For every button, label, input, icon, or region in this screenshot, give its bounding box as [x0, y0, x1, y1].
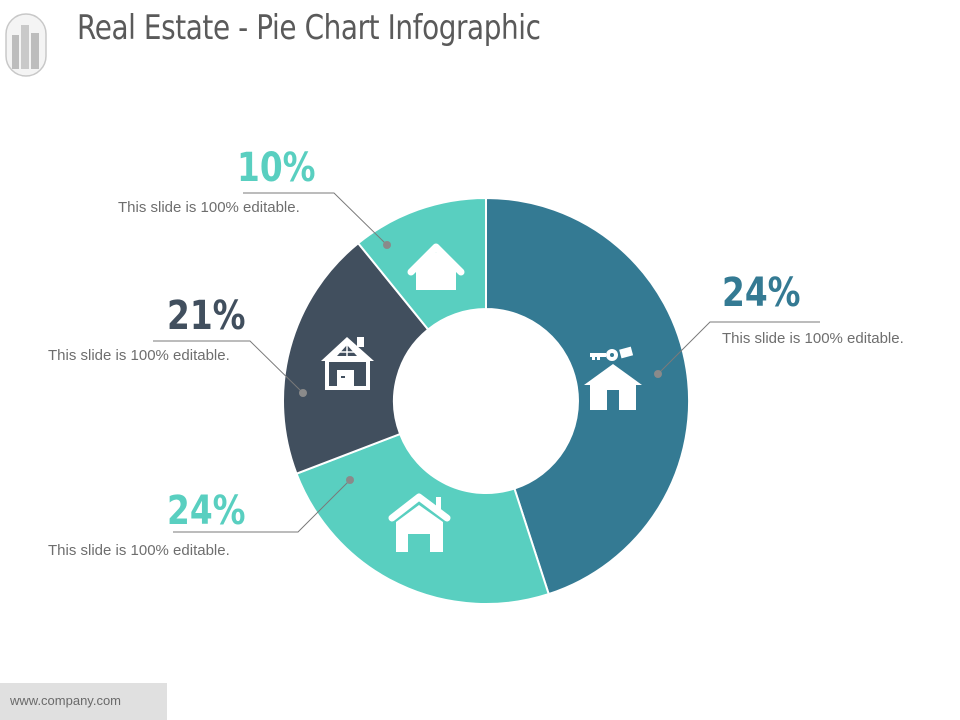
callout-top-description: This slide is 100% editable. — [118, 199, 300, 216]
callout-bottom-value: 24% — [167, 488, 246, 534]
segment-24-key[interactable] — [485, 196, 691, 596]
building-logo-icon — [5, 13, 47, 77]
callout-bottom-description: This slide is 100% editable. — [48, 542, 230, 559]
leader-line-left — [153, 340, 304, 394]
house-key-icon — [584, 346, 642, 410]
page-title: Real Estate - Pie Chart Infographic — [77, 8, 541, 48]
callout-right-value: 24% — [722, 270, 801, 316]
leader-line-top — [243, 192, 388, 246]
footer-url[interactable]: www.company.com — [10, 693, 122, 708]
leader-line-right — [657, 321, 820, 375]
footer-bar: www.company.com — [0, 683, 167, 720]
callout-right-description: This slide is 100% editable. — [722, 330, 904, 347]
callout-left-description: This slide is 100% editable. — [48, 347, 230, 364]
house-outline-icon — [407, 243, 465, 290]
leader-line-bottom — [173, 479, 351, 533]
callout-top-value: 10% — [237, 145, 316, 191]
house-frame-icon — [388, 493, 451, 552]
house-attic-icon — [321, 337, 374, 390]
callout-left-value: 21% — [167, 293, 246, 339]
